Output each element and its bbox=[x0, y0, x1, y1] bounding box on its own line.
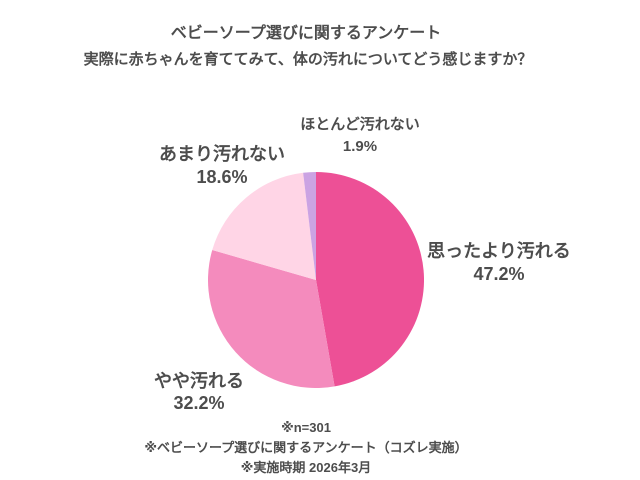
slice-pct-text: 32.2% bbox=[173, 393, 225, 413]
slice-label-yaya-yogoreru: やや汚れる 32.2% bbox=[89, 370, 309, 414]
pie-slice-0 bbox=[316, 172, 424, 387]
pie-slice-1 bbox=[208, 250, 335, 388]
footnote-source: ※ベビーソープ選びに関するアンケート（コズレ実施） bbox=[144, 440, 468, 455]
slice-label-omotta-yori-yogoreru: 思ったより汚れる 47.2% bbox=[389, 240, 609, 286]
footnote-n: ※n=301 bbox=[281, 420, 331, 435]
slice-label-hotondo-yogorenai: ほとんど汚れない 1.9% bbox=[260, 114, 460, 158]
footnote-period: ※実施時期 2026年3月 bbox=[240, 460, 372, 475]
slice-label-text: あまり汚れない bbox=[159, 144, 285, 164]
slice-label-text: やや汚れる bbox=[154, 371, 244, 391]
slice-pct-text: 1.9% bbox=[342, 138, 378, 155]
chart-subtitle: 実際に赤ちゃんを育ててみて、体の汚れについてどう感じますか？ bbox=[83, 51, 533, 68]
slice-label-amari-yogorenai: あまり汚れない 18.6% bbox=[112, 143, 332, 189]
chart-title: ベビーソープ選びに関するアンケート bbox=[170, 25, 442, 42]
slice-pct-text: 18.6% bbox=[196, 167, 248, 187]
pie-slice-3 bbox=[303, 172, 316, 280]
pie-chart bbox=[208, 172, 424, 388]
slice-label-text: ほとんど汚れない bbox=[300, 116, 420, 133]
footnotes: ※n=301 ※ベビーソープ選びに関するアンケート（コズレ実施） ※実施時期 2… bbox=[0, 418, 612, 478]
slice-label-text: 思ったより汚れる bbox=[427, 241, 571, 261]
slice-pct-text: 47.2% bbox=[473, 264, 525, 284]
pie-slice-2 bbox=[212, 172, 316, 280]
